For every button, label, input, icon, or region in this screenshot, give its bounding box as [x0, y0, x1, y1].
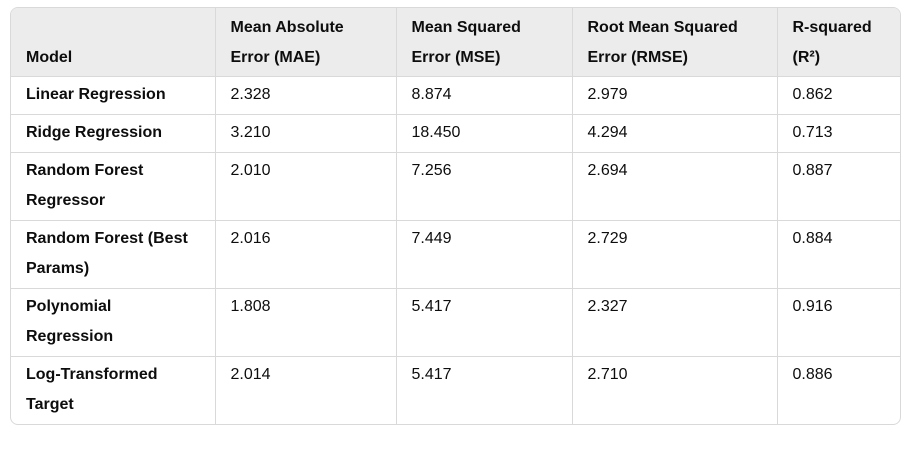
cell-r-squared: 0.713 — [776, 114, 900, 153]
cell-rmse: 2.710 — [571, 356, 777, 424]
header-mae: Mean Absolute Error (MAE) — [214, 8, 396, 77]
cell-r-squared: 0.916 — [776, 288, 900, 357]
cell-rmse: 2.729 — [571, 220, 777, 289]
cell-r-squared: 0.884 — [776, 220, 900, 289]
cell-r-squared: 0.862 — [776, 76, 900, 115]
cell-mse: 7.449 — [395, 220, 572, 289]
cell-mae: 3.210 — [214, 114, 396, 153]
cell-rmse: 4.294 — [571, 114, 777, 153]
cell-model: Log-Transformed Target — [11, 356, 215, 424]
table-row: Random Forest Regressor 2.010 7.256 2.69… — [11, 152, 900, 221]
cell-mse: 5.417 — [395, 288, 572, 357]
table-row: Random Forest (Best Params) 2.016 7.449 … — [11, 220, 900, 289]
cell-mse: 18.450 — [395, 114, 572, 153]
cell-mae: 2.010 — [214, 152, 396, 221]
table-header: Model Mean Absolute Error (MAE) Mean Squ… — [11, 8, 900, 77]
table-row: Ridge Regression 3.210 18.450 4.294 0.71… — [11, 114, 900, 153]
cell-mae: 2.328 — [214, 76, 396, 115]
header-rmse: Root Mean Squared Error (RMSE) — [571, 8, 777, 77]
model-metrics-table: Model Mean Absolute Error (MAE) Mean Squ… — [11, 8, 900, 424]
cell-model: Random Forest Regressor — [11, 152, 215, 221]
table-row: Log-Transformed Target 2.014 5.417 2.710… — [11, 356, 900, 424]
table-row: Polynomial Regression 1.808 5.417 2.327 … — [11, 288, 900, 357]
header-model: Model — [11, 8, 215, 77]
cell-rmse: 2.694 — [571, 152, 777, 221]
cell-mse: 5.417 — [395, 356, 572, 424]
cell-model: Random Forest (Best Params) — [11, 220, 215, 289]
cell-model: Linear Regression — [11, 76, 215, 115]
cell-r-squared: 0.886 — [776, 356, 900, 424]
table-row: Linear Regression 2.328 8.874 2.979 0.86… — [11, 76, 900, 115]
cell-mse: 7.256 — [395, 152, 572, 221]
header-mse: Mean Squared Error (MSE) — [395, 8, 572, 77]
cell-mse: 8.874 — [395, 76, 572, 115]
cell-model: Polynomial Regression — [11, 288, 215, 357]
results-table-container: Model Mean Absolute Error (MAE) Mean Squ… — [10, 7, 901, 425]
cell-r-squared: 0.887 — [776, 152, 900, 221]
table-body: Linear Regression 2.328 8.874 2.979 0.86… — [11, 76, 900, 424]
header-row: Model Mean Absolute Error (MAE) Mean Squ… — [11, 8, 900, 77]
cell-mae: 2.014 — [214, 356, 396, 424]
cell-rmse: 2.979 — [571, 76, 777, 115]
header-r-squared: R-squared (R²) — [776, 8, 900, 77]
cell-rmse: 2.327 — [571, 288, 777, 357]
cell-mae: 2.016 — [214, 220, 396, 289]
cell-mae: 1.808 — [214, 288, 396, 357]
cell-model: Ridge Regression — [11, 114, 215, 153]
